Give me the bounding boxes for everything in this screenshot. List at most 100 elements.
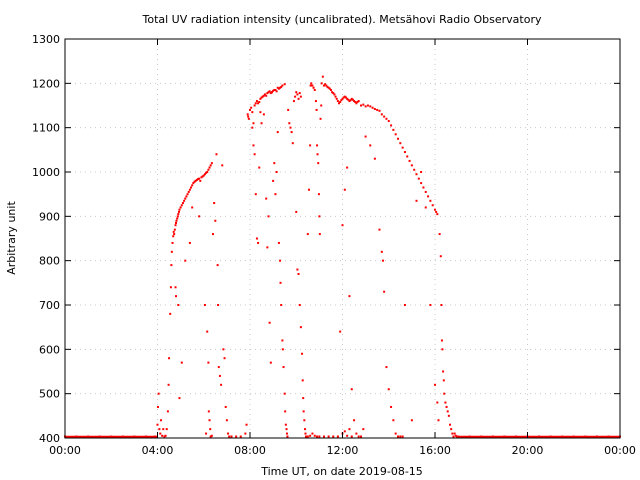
data-point — [183, 199, 186, 202]
data-point — [214, 219, 217, 222]
data-point — [253, 153, 256, 156]
data-point — [291, 142, 294, 145]
data-point — [253, 104, 256, 107]
data-point — [176, 217, 179, 220]
data-point — [260, 96, 263, 99]
data-point — [385, 366, 388, 369]
data-point — [437, 419, 440, 422]
data-point — [468, 435, 471, 438]
data-point — [265, 197, 268, 200]
data-point — [327, 86, 330, 89]
data-point — [309, 84, 312, 87]
data-point — [261, 95, 264, 98]
data-point — [320, 82, 323, 85]
data-point — [434, 383, 436, 386]
data-point — [216, 264, 219, 267]
data-point — [364, 135, 367, 138]
data-point — [274, 88, 277, 91]
data-point — [279, 86, 282, 89]
data-point — [318, 435, 321, 438]
data-point — [290, 131, 293, 134]
data-point — [279, 281, 282, 284]
tick-labels: 00:00 04:00 08:00 12:00 16:00 20:00 00:0040050… — [32, 33, 636, 457]
data-point — [595, 435, 598, 438]
data-point — [87, 435, 90, 438]
data-point — [209, 435, 212, 438]
data-point — [283, 83, 286, 86]
data-point — [283, 392, 286, 395]
data-point — [403, 151, 406, 154]
data-point — [329, 88, 332, 91]
data-point — [194, 179, 197, 182]
chart-title: Total UV radiation intensity (uncalibrat… — [142, 13, 542, 26]
data-point — [280, 85, 283, 88]
data-point — [221, 164, 224, 167]
data-point — [340, 99, 343, 102]
data-point — [190, 186, 193, 189]
data-point — [399, 435, 402, 438]
data-point — [209, 164, 212, 167]
data-point — [341, 224, 344, 227]
x-axis-label: Time UT, on date 2019-08-15 — [260, 465, 423, 478]
data-point — [355, 432, 358, 435]
data-point — [301, 352, 304, 355]
data-point — [166, 410, 169, 413]
data-point — [178, 210, 181, 213]
data-point — [333, 93, 336, 96]
data-point — [443, 392, 446, 395]
y-tick-label: 400 — [39, 432, 60, 445]
data-point — [203, 304, 206, 306]
data-point — [196, 178, 199, 181]
x-tick-label: 00:00 — [604, 444, 636, 457]
data-point — [339, 330, 342, 333]
data-point — [208, 419, 211, 422]
data-point — [445, 405, 448, 408]
data-point — [444, 401, 447, 404]
data-point — [312, 86, 315, 89]
data-point — [378, 228, 381, 231]
data-point — [175, 219, 178, 222]
data-point — [235, 435, 238, 438]
data-point — [169, 312, 172, 315]
data-point — [247, 117, 250, 120]
data-point — [167, 383, 170, 386]
data-point — [133, 435, 136, 438]
data-point — [584, 435, 587, 438]
data-point — [417, 177, 420, 180]
y-tick-label: 600 — [39, 343, 60, 356]
data-point — [269, 92, 272, 95]
y-tick-label: 800 — [39, 255, 60, 268]
data-point — [357, 100, 360, 103]
data-point — [440, 304, 443, 306]
x-tick-label: 20:00 — [512, 444, 544, 457]
data-point — [159, 432, 162, 435]
data-point — [268, 321, 271, 324]
data-point — [353, 100, 356, 103]
data-point — [98, 435, 101, 438]
data-point — [255, 100, 258, 103]
data-point — [255, 237, 258, 240]
data-point — [275, 90, 278, 93]
data-point — [239, 435, 242, 438]
data-point — [184, 197, 187, 200]
data-point — [289, 126, 292, 129]
data-point — [208, 166, 211, 169]
data-point — [165, 428, 168, 431]
data-point — [302, 397, 305, 400]
data-point — [180, 361, 183, 364]
data-point — [249, 108, 251, 111]
data-point — [441, 348, 444, 351]
data-point — [406, 155, 409, 158]
data-point — [200, 176, 203, 179]
data-point — [281, 348, 284, 351]
data-point — [207, 410, 210, 413]
data-point — [246, 113, 249, 116]
data-point — [257, 241, 260, 244]
data-point — [455, 435, 458, 438]
data-point — [164, 434, 167, 437]
data-point — [301, 379, 304, 382]
data-point — [286, 435, 289, 438]
data-point — [288, 122, 291, 125]
data-point — [360, 104, 362, 107]
